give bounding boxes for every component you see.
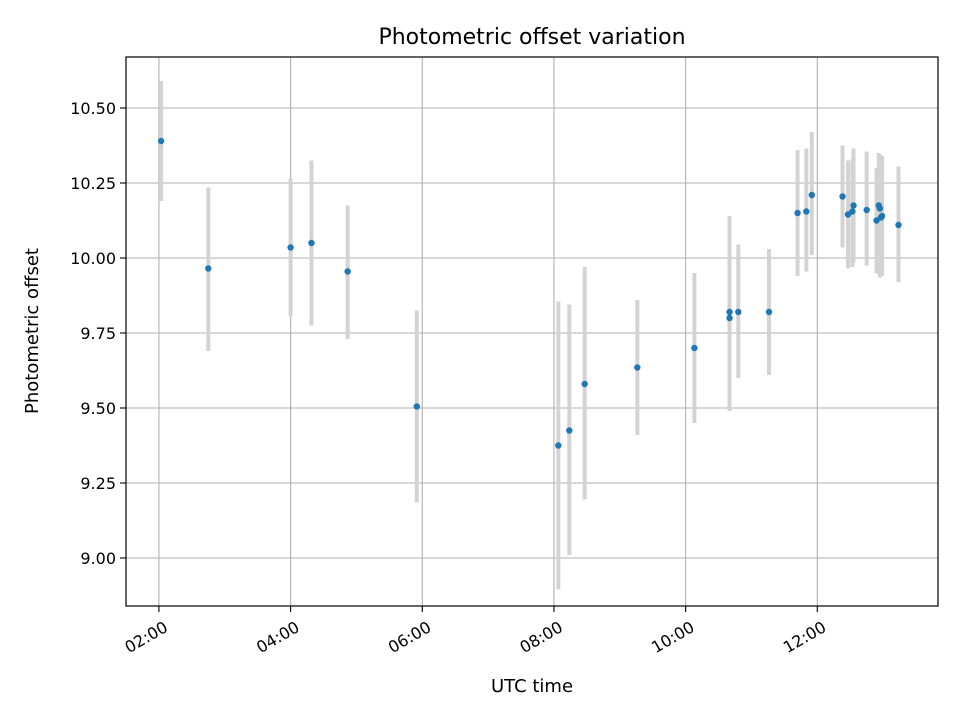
y-tick-label: 9.75 [80, 324, 116, 343]
data-point [634, 364, 641, 371]
data-point [850, 202, 857, 209]
x-tick-label: 04:00 [253, 617, 302, 657]
data-point [566, 427, 573, 434]
chart-title: Photometric offset variation [378, 25, 685, 50]
data-point [726, 314, 733, 322]
data-point [863, 206, 870, 214]
data-point [413, 403, 420, 410]
x-axis-ticks: 02:00 04:00 06:00 08:00 10:00 12:00 [121, 606, 829, 657]
data-point [581, 380, 588, 388]
data-point [895, 221, 902, 229]
data-point [878, 212, 886, 220]
y-tick-label: 9.00 [80, 549, 116, 568]
data-points [157, 137, 902, 449]
y-axis-ticks: 9.00 9.25 9.50 9.75 10.00 10.25 10.50 [70, 99, 126, 568]
data-point [308, 239, 315, 247]
x-tick-label: 02:00 [121, 617, 170, 657]
x-tick-label: 08:00 [517, 617, 566, 657]
y-axis-label: Photometric offset [22, 248, 43, 414]
x-tick-label: 12:00 [780, 617, 829, 657]
data-point [555, 442, 562, 449]
data-point [205, 265, 212, 272]
data-point [849, 208, 856, 215]
data-point [344, 268, 351, 275]
data-point [691, 344, 698, 352]
plot-frame [125, 56, 939, 607]
data-point [287, 244, 294, 251]
y-tick-label: 10.25 [70, 174, 116, 193]
x-axis-label: UTC time [491, 676, 573, 697]
data-point [803, 208, 810, 215]
data-point [876, 205, 884, 212]
grid [126, 57, 938, 606]
error-bars [159, 81, 901, 590]
data-point [765, 308, 773, 316]
data-point [794, 209, 801, 217]
y-tick-label: 10.50 [70, 99, 116, 118]
data-point [839, 193, 846, 200]
data-point [808, 191, 816, 199]
y-tick-label: 10.00 [70, 249, 116, 268]
data-point [157, 137, 165, 145]
x-tick-label: 06:00 [385, 617, 434, 657]
data-point [735, 308, 742, 316]
y-tick-label: 9.25 [80, 474, 116, 493]
y-tick-label: 9.50 [80, 399, 116, 418]
x-tick-label: 10:00 [648, 617, 697, 657]
data-point [726, 308, 733, 316]
